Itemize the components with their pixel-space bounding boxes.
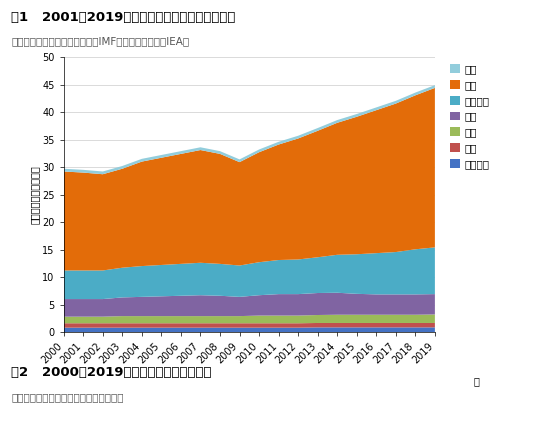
Text: 图1   2001－2019年世界经济增长与石油需求增长: 图1 2001－2019年世界经济增长与石油需求增长 [11, 11, 235, 24]
Text: 年: 年 [474, 376, 480, 387]
Y-axis label: 消费量（亿吨油当量）: 消费量（亿吨油当量） [29, 165, 39, 224]
Text: 资料来源：中国石油集团经济技术研究院: 资料来源：中国石油集团经济技术研究院 [11, 393, 124, 403]
Text: 图2   2000－2019年不同行业用油需求变化: 图2 2000－2019年不同行业用油需求变化 [11, 366, 212, 379]
Legend: 其他, 交通, 化工原料, 工业, 居民, 商业, 农林渔业: 其他, 交通, 化工原料, 工业, 居民, 商业, 农林渔业 [448, 62, 491, 171]
Text: 资料来源：国际货币基金组织（IMF），国际能源署（IEA）: 资料来源：国际货币基金组织（IMF），国际能源署（IEA） [11, 36, 189, 46]
